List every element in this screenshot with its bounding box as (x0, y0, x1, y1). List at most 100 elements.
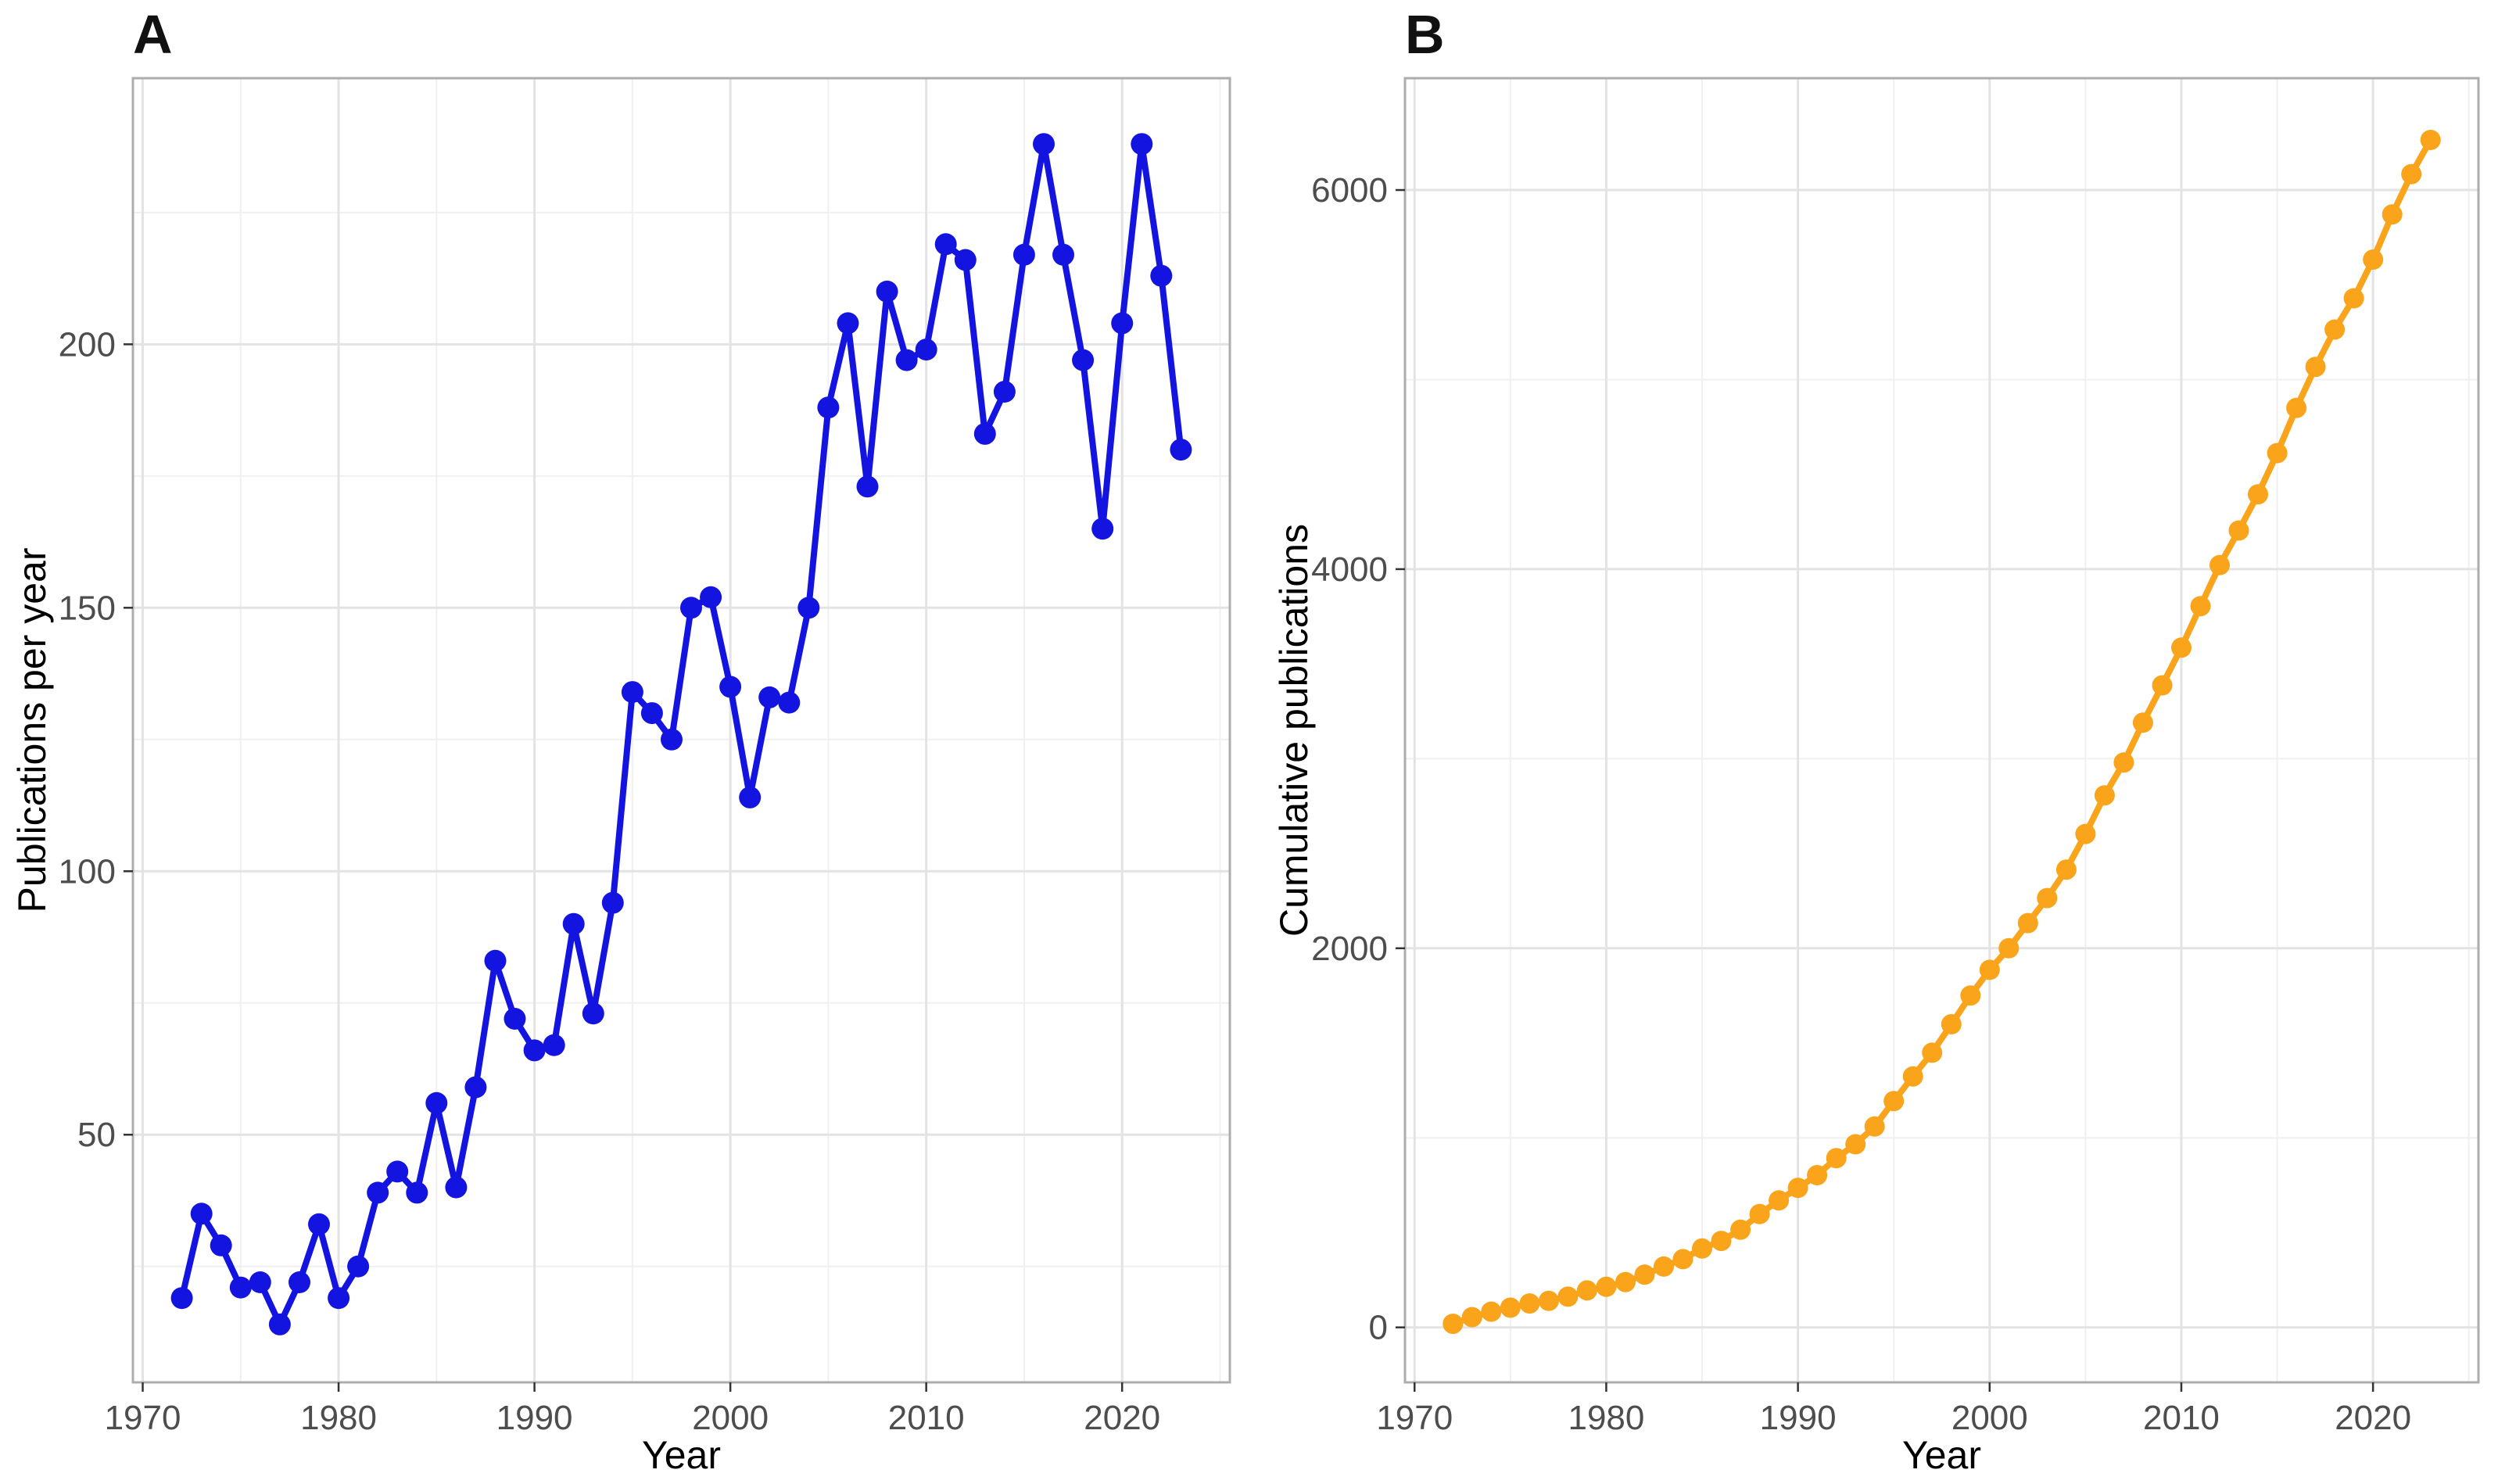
data-point (2113, 752, 2134, 773)
data-point (445, 1176, 468, 1199)
data-point (1960, 985, 1981, 1006)
data-point (328, 1287, 350, 1310)
data-point (2248, 484, 2268, 505)
data-point (778, 691, 801, 714)
panel-a: 1970 1980 1990 2000 2010 2020 50 100 150 200 Yea… (10, 4, 1231, 1477)
panel-a-label: A (133, 4, 173, 65)
data-point (406, 1181, 428, 1204)
data-point (1131, 133, 1153, 156)
data-point (1769, 1190, 1790, 1211)
y-tick-label: 2000 (1311, 930, 1388, 968)
data-point (543, 1034, 565, 1056)
data-point (523, 1039, 546, 1062)
panel-b-tick-marks (1396, 188, 2374, 1392)
panel-b-y-axis-title: Cumulative publications (1272, 524, 1316, 937)
data-point (1443, 1314, 1464, 1335)
data-point (2171, 637, 2192, 658)
data-point (1576, 1280, 1597, 1301)
data-point (1654, 1256, 1674, 1277)
y-tick-label: 200 (59, 325, 116, 364)
data-point (1615, 1271, 1636, 1292)
data-point (1864, 1116, 1885, 1137)
x-tick-label: 1980 (300, 1399, 377, 1437)
y-tick-label: 6000 (1311, 171, 1388, 210)
data-point (1634, 1264, 1655, 1285)
data-point (2363, 249, 2384, 270)
panel-a-tick-marks (124, 343, 1124, 1392)
data-point (837, 312, 859, 335)
data-point (1807, 1165, 1828, 1185)
x-tick-label: 2000 (692, 1399, 769, 1437)
data-point (2420, 130, 2441, 150)
data-point (1941, 1014, 1962, 1034)
data-point (895, 349, 918, 371)
data-point (249, 1271, 271, 1293)
data-point (562, 912, 585, 935)
panel-a-y-tick-labels: 50 100 150 200 (59, 325, 116, 1154)
data-point (2190, 596, 2211, 617)
data-point (2055, 859, 2077, 880)
data-point (1998, 937, 2020, 959)
data-point (1150, 264, 1173, 287)
data-point (425, 1091, 448, 1114)
x-tick-label: 2020 (2335, 1399, 2411, 1437)
data-point (1672, 1249, 1693, 1270)
x-tick-label: 1990 (496, 1399, 573, 1437)
panel-b-series (1443, 130, 2441, 1335)
data-point (739, 786, 762, 808)
data-point (1883, 1091, 1905, 1112)
data-point (1845, 1134, 1866, 1155)
panel-b-gridlines (1405, 78, 2478, 1382)
x-tick-label: 2000 (1951, 1399, 2028, 1437)
data-point (1500, 1297, 1521, 1318)
data-point (797, 597, 820, 619)
data-point (2209, 554, 2230, 575)
data-point (876, 280, 898, 303)
data-point (2286, 397, 2307, 418)
data-point (1111, 312, 1134, 335)
data-point (993, 381, 1016, 403)
data-point (2382, 204, 2403, 225)
data-point (1557, 1286, 1579, 1307)
data-point (2324, 319, 2346, 340)
data-point (1052, 243, 1074, 266)
data-point (582, 1002, 604, 1025)
data-point (1461, 1307, 1482, 1328)
data-point (758, 686, 781, 708)
data-point (2228, 520, 2249, 541)
data-point (1826, 1148, 1847, 1169)
data-point (1072, 349, 1095, 371)
data-point (973, 422, 996, 445)
data-point (1538, 1290, 1559, 1311)
panel-a-x-tick-labels: 1970 1980 1990 2000 2010 2020 (105, 1399, 1161, 1437)
data-point (464, 1076, 487, 1099)
data-point (2401, 163, 2422, 185)
panel-b-x-axis-title: Year (1902, 1433, 1981, 1477)
x-tick-label: 1980 (1568, 1399, 1644, 1437)
data-point (1922, 1042, 1943, 1063)
data-point (1730, 1219, 1751, 1240)
data-point (1692, 1238, 1712, 1259)
data-point (1749, 1203, 1770, 1224)
data-point (347, 1255, 370, 1278)
data-point (2094, 785, 2115, 806)
panel-a-x-axis-title: Year (642, 1433, 721, 1477)
data-point (2017, 912, 2038, 934)
y-tick-label: 100 (59, 852, 116, 891)
x-tick-label: 2010 (2143, 1399, 2220, 1437)
data-point (621, 681, 643, 704)
data-point (2343, 288, 2364, 309)
y-tick-label: 50 (77, 1116, 116, 1154)
y-tick-label: 4000 (1311, 550, 1388, 589)
data-point (367, 1181, 389, 1204)
data-point (2075, 823, 2096, 844)
data-point (229, 1276, 252, 1299)
data-point (1091, 518, 1114, 540)
data-point (719, 676, 742, 698)
data-point (1787, 1178, 1808, 1199)
x-tick-label: 2010 (888, 1399, 965, 1437)
panel-b-x-tick-labels: 1970 1980 1990 2000 2010 2020 (1376, 1399, 2411, 1437)
data-point (1902, 1066, 1923, 1087)
